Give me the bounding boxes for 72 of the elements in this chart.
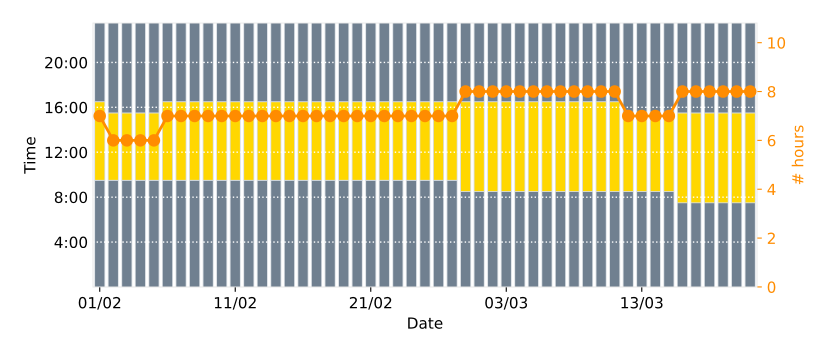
point xyxy=(418,110,432,122)
point xyxy=(636,110,648,122)
point xyxy=(215,110,228,122)
point xyxy=(486,85,499,98)
point xyxy=(392,110,404,122)
point xyxy=(690,85,702,98)
point xyxy=(310,110,323,122)
y-tick-label: 4:00 xyxy=(54,236,88,248)
point xyxy=(676,85,689,98)
y2-tick-label: 0 xyxy=(768,281,776,293)
point xyxy=(730,85,743,98)
y2-tick-label: 2 xyxy=(768,232,775,244)
point xyxy=(540,85,554,98)
point xyxy=(350,110,364,122)
point xyxy=(93,110,106,122)
point xyxy=(283,110,296,122)
point xyxy=(256,110,269,122)
point xyxy=(716,85,730,98)
bar xyxy=(663,23,674,114)
y2-axis-title: # hours xyxy=(792,125,804,184)
x-tick-label: 03/03 xyxy=(485,296,528,310)
point xyxy=(527,85,540,98)
point xyxy=(364,110,378,122)
point xyxy=(107,134,120,147)
point xyxy=(622,110,634,122)
point xyxy=(649,110,662,122)
point xyxy=(703,85,716,98)
point xyxy=(405,110,418,122)
point xyxy=(581,85,594,98)
point xyxy=(296,110,310,122)
y2-tick-label: 4 xyxy=(767,184,776,196)
point xyxy=(134,134,147,147)
point xyxy=(174,110,188,122)
point xyxy=(148,134,160,147)
point xyxy=(337,110,350,122)
y-tick-label: 12:00 xyxy=(46,146,88,158)
point xyxy=(188,110,201,122)
point xyxy=(744,85,756,98)
y-tick-label: 8:00 xyxy=(54,192,88,204)
point xyxy=(270,110,282,122)
point xyxy=(500,85,513,98)
point xyxy=(242,110,256,122)
point xyxy=(554,85,567,98)
point xyxy=(446,110,458,122)
x-tick-label: 01/02 xyxy=(78,296,120,310)
point xyxy=(459,85,472,98)
point xyxy=(608,85,621,98)
bar xyxy=(650,23,661,114)
y-tick-label: 20:00 xyxy=(45,56,88,68)
y-tick-label: 16:00 xyxy=(46,102,88,114)
point xyxy=(228,110,242,122)
y2-tick-label: 10 xyxy=(768,37,786,49)
x-tick-label: 11/02 xyxy=(214,296,256,310)
point xyxy=(662,110,676,122)
x-tick-label: 13/03 xyxy=(621,296,663,310)
point xyxy=(432,110,445,122)
bar xyxy=(622,23,634,114)
point xyxy=(161,110,174,122)
y-axis-title: Time xyxy=(24,137,36,174)
y2-tick-label: 8 xyxy=(768,86,776,98)
x-tick-label: 21/02 xyxy=(350,296,392,310)
point xyxy=(202,110,214,122)
point xyxy=(324,110,336,122)
point xyxy=(120,134,134,147)
point xyxy=(514,85,526,98)
y2-tick-label: 6 xyxy=(768,134,776,146)
point xyxy=(594,85,608,98)
point xyxy=(378,110,391,122)
point xyxy=(568,85,580,98)
point xyxy=(472,85,486,98)
x-axis-title: Date xyxy=(408,317,442,329)
bar xyxy=(636,23,648,114)
